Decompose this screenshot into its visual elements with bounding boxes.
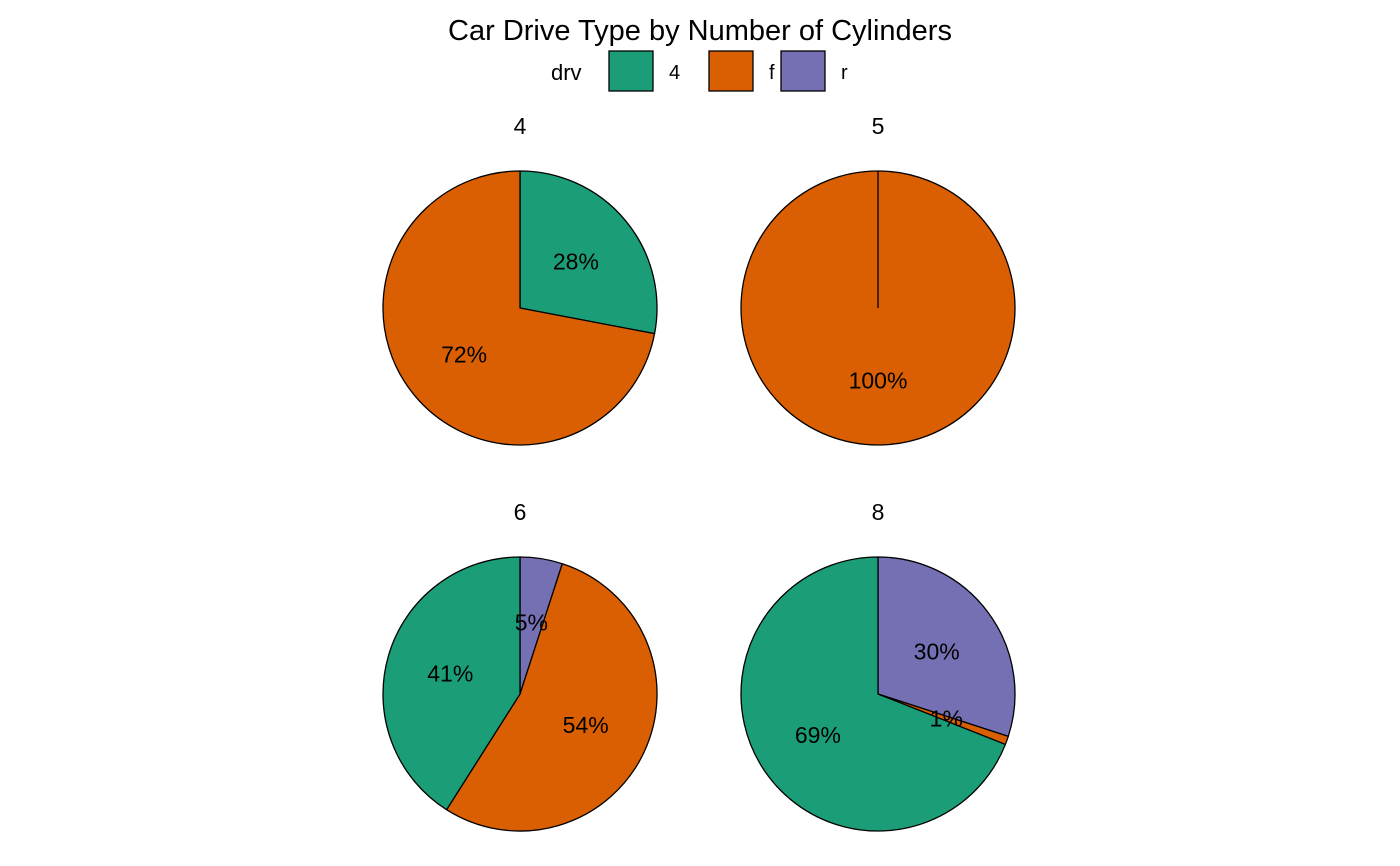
facet-cyl-6: 6 5% 54% 41% [382, 499, 658, 832]
slice-label-4-f: 72% [441, 341, 487, 367]
facet-title: 8 [872, 499, 885, 525]
slice-label-8-4: 69% [795, 722, 841, 748]
legend-title: drv [551, 60, 582, 85]
slice-label-6-r: 5% [515, 609, 548, 635]
chart-title: Car Drive Type by Number of Cylinders [448, 15, 952, 47]
pie-slice-6-4 [382, 556, 521, 811]
legend-swatch-f [708, 50, 754, 92]
slice-label-8-r: 30% [914, 638, 960, 664]
legend-label-f: f [769, 62, 775, 84]
slice-label-5-f: 100% [849, 368, 908, 394]
legend-label-4: 4 [669, 62, 680, 84]
pie-slice-4-4 [519, 170, 658, 335]
pie-slice-6-f [445, 563, 658, 832]
legend: 4 f r [608, 50, 848, 92]
pie-slice-4-f [382, 170, 656, 446]
slice-label-4-4: 28% [553, 249, 599, 275]
facet-cyl-4: 4 28% 72% [382, 113, 658, 446]
facet-title: 6 [514, 499, 527, 525]
legend-swatch-4 [608, 50, 654, 92]
facet-cyl-8: 8 30% 1% 69% [740, 499, 1016, 832]
legend-label-r: r [841, 62, 848, 84]
facets: 4 28% 72% 5 100% 6 5% 54% 41% 8 30% 1% 69% [382, 113, 1016, 832]
pie-slice-8-r [877, 556, 1016, 737]
facet-title: 5 [872, 113, 885, 139]
slice-label-6-f: 54% [563, 712, 609, 738]
legend-swatch-r [780, 50, 826, 92]
slice-label-6-4: 41% [427, 661, 473, 687]
slice-label-8-f: 1% [930, 706, 963, 732]
facet-title: 4 [514, 113, 527, 139]
pie-slice-8-4 [740, 556, 1007, 832]
facet-cyl-5: 5 100% [740, 113, 1016, 446]
